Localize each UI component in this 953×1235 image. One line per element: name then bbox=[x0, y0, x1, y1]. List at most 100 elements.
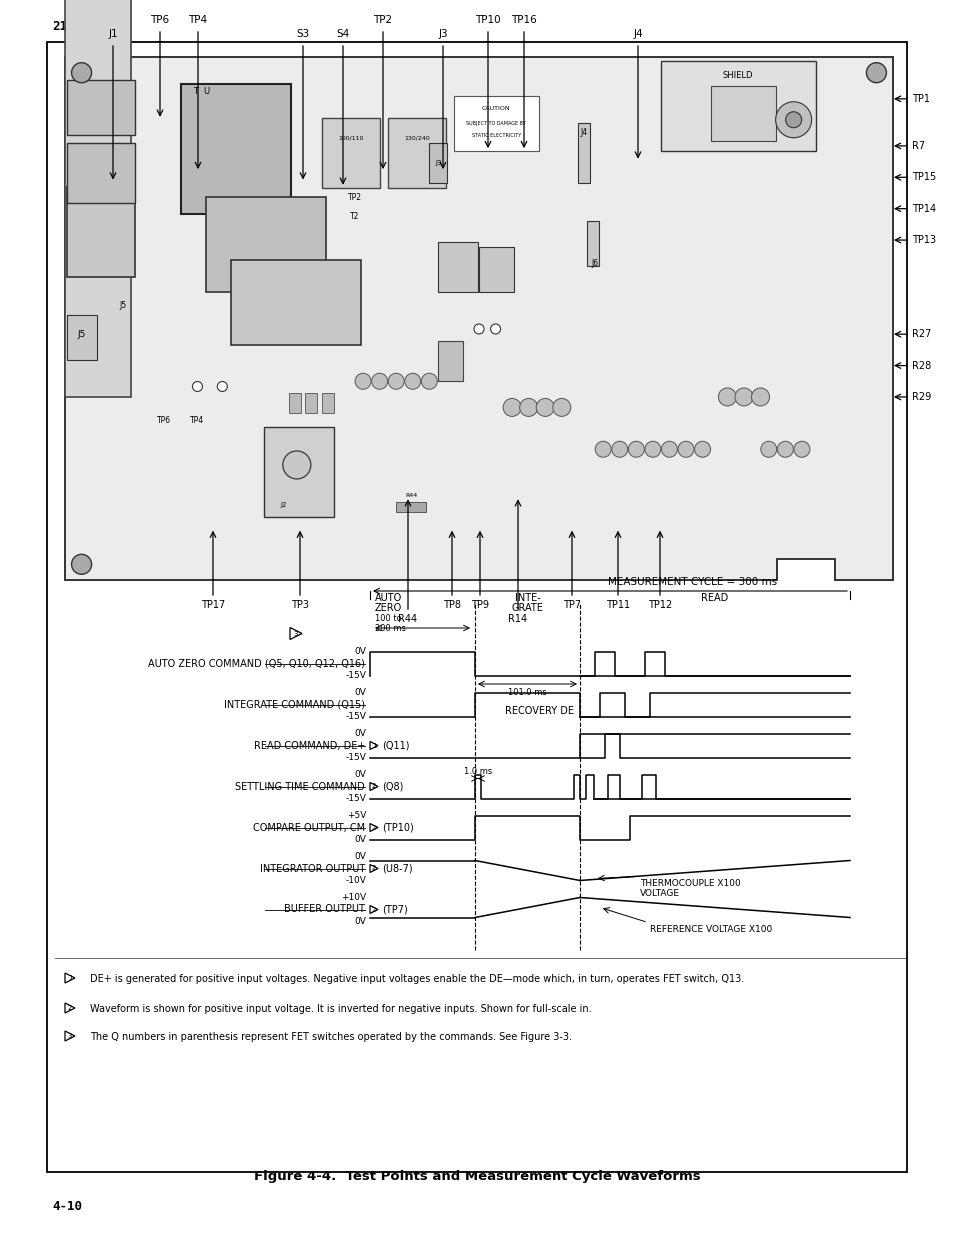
Text: THERMOCOUPLE X100
VOLTAGE: THERMOCOUPLE X100 VOLTAGE bbox=[639, 878, 740, 898]
Bar bbox=[395, 501, 426, 513]
Bar bbox=[437, 242, 477, 293]
Bar bbox=[454, 96, 538, 151]
Circle shape bbox=[355, 373, 371, 389]
Circle shape bbox=[793, 441, 809, 457]
Text: (TP7): (TP7) bbox=[381, 904, 407, 914]
Text: INTEGRATOR OUTPUT: INTEGRATOR OUTPUT bbox=[259, 863, 365, 873]
Text: U: U bbox=[203, 86, 209, 96]
Text: 101.0 ms: 101.0 ms bbox=[508, 688, 546, 697]
Text: J3: J3 bbox=[437, 28, 447, 40]
Bar bbox=[660, 62, 816, 151]
Text: 4-10: 4-10 bbox=[52, 1200, 82, 1213]
Text: 1: 1 bbox=[68, 974, 72, 981]
Circle shape bbox=[628, 441, 643, 457]
Text: -15V: -15V bbox=[345, 794, 366, 803]
Circle shape bbox=[421, 373, 436, 389]
Text: 2: 2 bbox=[372, 783, 375, 789]
Circle shape bbox=[678, 441, 693, 457]
Text: TP17: TP17 bbox=[201, 600, 225, 610]
Text: REFERENCE VOLTAGE X100: REFERENCE VOLTAGE X100 bbox=[649, 925, 771, 934]
Text: -15V: -15V bbox=[345, 671, 366, 680]
Circle shape bbox=[71, 555, 91, 574]
Text: 2: 2 bbox=[372, 906, 375, 913]
Text: TP2: TP2 bbox=[373, 15, 392, 25]
Text: TP16: TP16 bbox=[511, 15, 537, 25]
Text: TP1: TP1 bbox=[911, 94, 929, 104]
Text: TP11: TP11 bbox=[605, 600, 629, 610]
Bar bbox=[305, 393, 316, 412]
Polygon shape bbox=[370, 864, 377, 872]
Text: TP13: TP13 bbox=[911, 235, 935, 245]
Text: -10V: -10V bbox=[345, 876, 366, 885]
Circle shape bbox=[502, 399, 520, 416]
Text: TP6: TP6 bbox=[151, 15, 170, 25]
Text: T: T bbox=[193, 86, 197, 96]
Bar bbox=[586, 221, 598, 267]
Bar bbox=[231, 259, 360, 345]
Circle shape bbox=[660, 441, 677, 457]
Text: READ COMMAND, DE+: READ COMMAND, DE+ bbox=[253, 741, 365, 751]
Text: TP2: TP2 bbox=[348, 193, 361, 201]
Circle shape bbox=[611, 441, 627, 457]
Polygon shape bbox=[65, 1031, 75, 1041]
Text: TP15: TP15 bbox=[911, 173, 935, 183]
Text: 0V: 0V bbox=[354, 688, 366, 697]
Text: 1: 1 bbox=[372, 742, 375, 748]
Text: 0V: 0V bbox=[354, 769, 366, 779]
Circle shape bbox=[372, 373, 387, 389]
Polygon shape bbox=[290, 627, 302, 640]
Text: TP14: TP14 bbox=[911, 204, 935, 214]
Text: GRATE: GRATE bbox=[511, 603, 543, 613]
Text: J2: J2 bbox=[280, 503, 286, 509]
Bar bbox=[67, 186, 135, 277]
Text: J4: J4 bbox=[580, 128, 587, 137]
Polygon shape bbox=[65, 1003, 75, 1013]
Text: ZERO: ZERO bbox=[375, 603, 402, 613]
Circle shape bbox=[404, 373, 420, 389]
Circle shape bbox=[474, 324, 483, 333]
Bar bbox=[288, 393, 300, 412]
Text: (Q11): (Q11) bbox=[381, 741, 409, 751]
Text: DE+ is generated for positive input voltages. Negative input voltages enable the: DE+ is generated for positive input volt… bbox=[90, 974, 743, 984]
Text: J6: J6 bbox=[591, 259, 598, 268]
Circle shape bbox=[217, 382, 227, 391]
Bar bbox=[67, 143, 135, 204]
Text: TP6: TP6 bbox=[157, 416, 172, 425]
Polygon shape bbox=[370, 783, 377, 790]
Circle shape bbox=[777, 441, 793, 457]
Text: J1: J1 bbox=[108, 28, 117, 40]
Bar bbox=[67, 80, 135, 136]
Circle shape bbox=[71, 63, 91, 83]
Bar bbox=[181, 84, 291, 214]
Text: 2180A: 2180A bbox=[52, 20, 90, 33]
Polygon shape bbox=[370, 824, 377, 831]
Text: -15V: -15V bbox=[345, 753, 366, 762]
Text: 100 to: 100 to bbox=[375, 614, 401, 622]
Circle shape bbox=[490, 324, 500, 333]
Text: SHIELD: SHIELD bbox=[722, 72, 753, 80]
Text: Waveform is shown for positive input voltage. It is inverted for negative inputs: Waveform is shown for positive input vol… bbox=[90, 1004, 591, 1014]
Text: 2: 2 bbox=[372, 866, 375, 872]
Text: SETTLING TIME COMMAND: SETTLING TIME COMMAND bbox=[235, 782, 365, 792]
Circle shape bbox=[282, 451, 311, 479]
Text: Figure 4-4.  Test Points and Measurement Cycle Waveforms: Figure 4-4. Test Points and Measurement … bbox=[253, 1170, 700, 1183]
Text: 200 ms: 200 ms bbox=[375, 624, 405, 634]
Text: R44: R44 bbox=[405, 493, 416, 498]
Text: AUTO ZERO COMMAND (Q5, Q10, Q12, Q16): AUTO ZERO COMMAND (Q5, Q10, Q12, Q16) bbox=[148, 658, 365, 668]
Text: AUTO: AUTO bbox=[375, 593, 402, 603]
Text: R28: R28 bbox=[911, 361, 930, 370]
Circle shape bbox=[694, 441, 710, 457]
Text: 0V: 0V bbox=[354, 918, 366, 926]
Text: STATIC ELECTRICITY: STATIC ELECTRICITY bbox=[471, 133, 520, 138]
Bar bbox=[67, 315, 97, 361]
Polygon shape bbox=[65, 57, 892, 580]
Text: SUBJECT TO DAMAGE BY: SUBJECT TO DAMAGE BY bbox=[466, 121, 525, 126]
Text: J5: J5 bbox=[78, 330, 86, 338]
Text: 3: 3 bbox=[68, 1032, 72, 1039]
Text: 0V: 0V bbox=[354, 835, 366, 844]
Bar bbox=[710, 85, 775, 141]
Text: R27: R27 bbox=[911, 330, 930, 340]
Text: R44: R44 bbox=[398, 614, 417, 624]
Text: COMPARE OUTPUT, CM: COMPARE OUTPUT, CM bbox=[253, 823, 365, 832]
Circle shape bbox=[552, 399, 570, 416]
